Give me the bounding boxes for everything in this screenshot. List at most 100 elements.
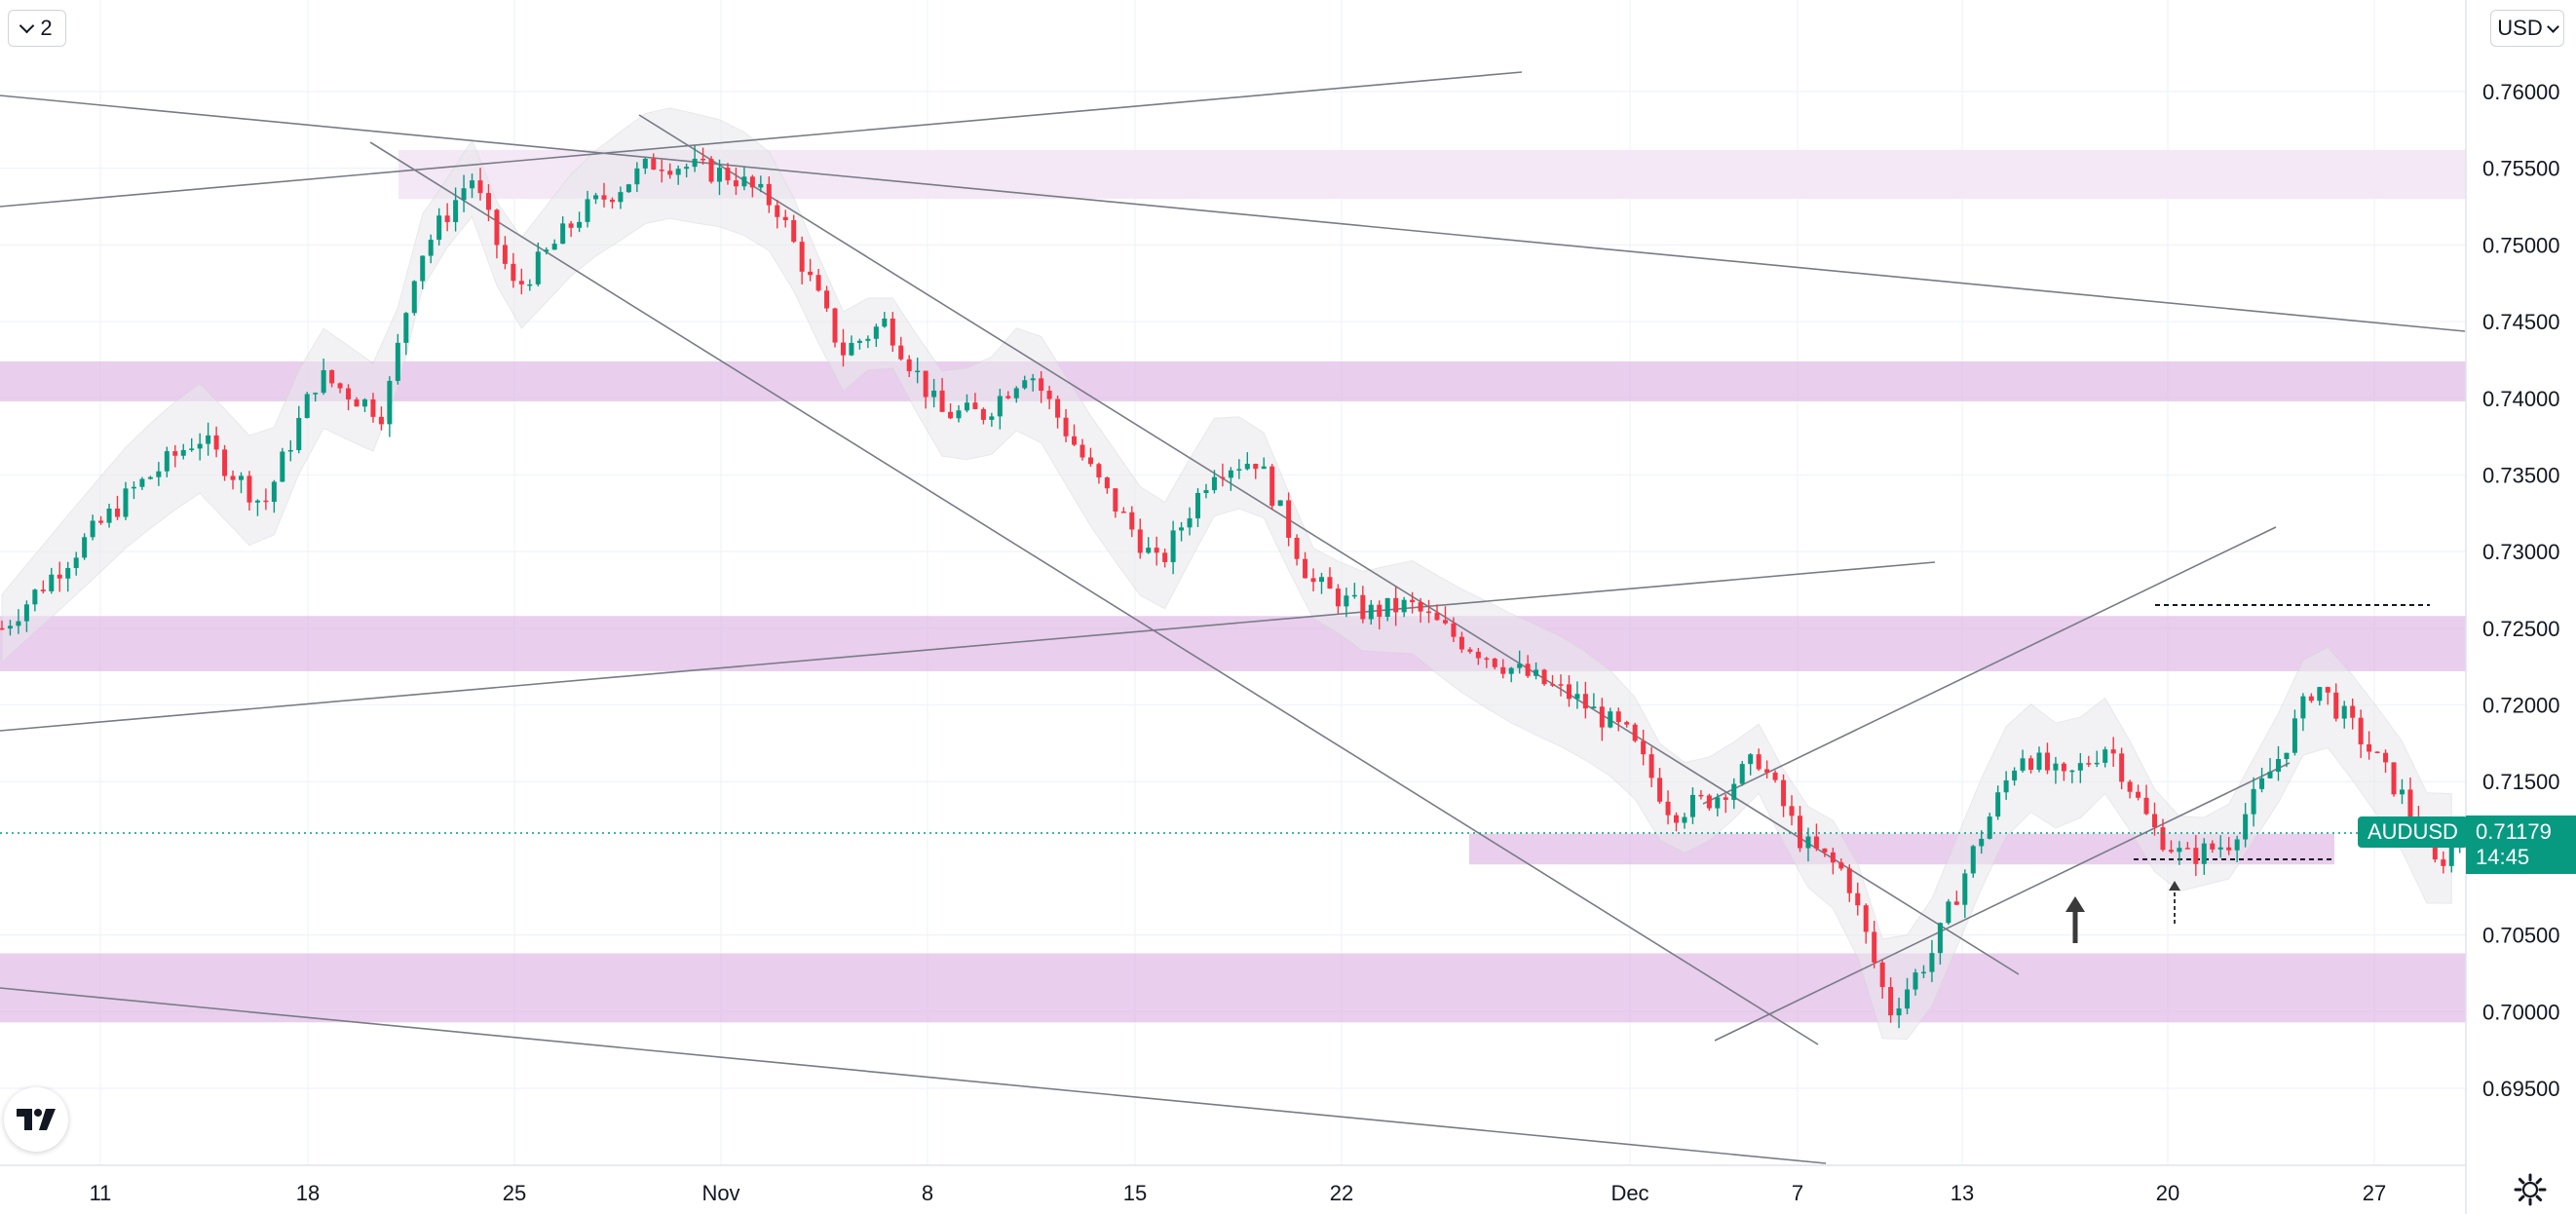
- time-axis[interactable]: 11 18 25 Nov 8 15 22 Dec 7 13 20 27: [0, 1164, 2466, 1205]
- candle: [1426, 599, 1432, 624]
- candle: [1913, 968, 1918, 996]
- candle: [1863, 903, 1869, 944]
- candle: [2350, 698, 2356, 730]
- candle: [997, 388, 1003, 430]
- trendline[interactable]: [1702, 526, 2277, 805]
- candle: [1905, 977, 1911, 1015]
- candle: [1039, 371, 1044, 403]
- candle: [354, 397, 360, 407]
- x-tick-label: 13: [1951, 1181, 1974, 1205]
- candle: [1030, 373, 1036, 392]
- trendline[interactable]: [638, 114, 2020, 975]
- price-axis[interactable]: 0.76000 0.75500 0.75000 0.74500 0.74000 0.735…: [2465, 0, 2560, 1214]
- candle: [57, 561, 62, 592]
- candle: [2003, 771, 2009, 800]
- candle: [2160, 818, 2166, 853]
- x-tick-label: 18: [296, 1181, 320, 1205]
- candle: [1203, 483, 1209, 499]
- candle: [411, 280, 417, 316]
- candle: [1467, 647, 1473, 655]
- candle: [948, 403, 954, 420]
- trendline[interactable]: [0, 561, 1936, 732]
- candle: [2317, 686, 2323, 706]
- price-zone[interactable]: [0, 360, 2466, 401]
- trendline[interactable]: [0, 95, 2466, 332]
- candle: [2036, 746, 2042, 773]
- candle: [1162, 549, 1168, 568]
- candle: [2028, 755, 2034, 774]
- candle: [585, 190, 590, 228]
- candle: [1558, 674, 1564, 697]
- price-zone[interactable]: [0, 616, 2466, 671]
- candle: [568, 220, 574, 238]
- candle: [1748, 753, 1754, 776]
- x-tick-labels: 11 18 25 Nov 8 15 22 Dec 7 13 20 27: [90, 1181, 2387, 1205]
- candle: [1574, 681, 1580, 709]
- candle: [1418, 597, 1423, 624]
- candle: [1442, 606, 1448, 626]
- candle: [1434, 604, 1440, 621]
- candle: [675, 165, 681, 185]
- candle: [485, 184, 491, 222]
- candle: [725, 163, 731, 185]
- candle: [701, 147, 706, 165]
- symbol-label: AUDUSD: [2358, 816, 2468, 848]
- trendline[interactable]: [0, 71, 1523, 208]
- candle: [197, 433, 203, 461]
- candle: [271, 479, 277, 513]
- candle: [906, 355, 912, 378]
- candle: [956, 404, 962, 423]
- candle: [2308, 693, 2314, 703]
- candle: [1715, 793, 1721, 816]
- trendline[interactable]: [1714, 762, 2291, 1042]
- candle: [1674, 812, 1680, 832]
- price-zone[interactable]: [0, 953, 2466, 1023]
- candles: [0, 145, 2471, 1029]
- candle: [1344, 588, 1349, 618]
- candle: [2358, 709, 2364, 759]
- candle: [1013, 386, 1019, 403]
- candle: [2210, 840, 2216, 854]
- candle: [477, 168, 483, 201]
- candle: [1327, 567, 1333, 589]
- candle: [420, 255, 426, 290]
- trendline[interactable]: [0, 987, 1827, 1164]
- candle: [2226, 837, 2232, 855]
- candle: [1368, 599, 1374, 625]
- candle: [1822, 848, 1828, 857]
- candle: [1096, 462, 1102, 484]
- tradingview-logo-icon[interactable]: [4, 1087, 68, 1152]
- candle: [1550, 674, 1556, 688]
- candle: [2275, 745, 2281, 781]
- candle: [1269, 464, 1275, 511]
- candle: [1838, 858, 1844, 871]
- x-tick-label: 22: [1330, 1181, 1353, 1205]
- currency-selector[interactable]: USD: [2490, 10, 2564, 47]
- object-tree-toggle-button[interactable]: 2: [8, 10, 66, 47]
- candle: [1534, 662, 1539, 680]
- candle: [1401, 596, 1407, 618]
- up-arrow-icon[interactable]: [2065, 896, 2085, 943]
- candle: [931, 378, 937, 408]
- candle: [1624, 720, 1630, 728]
- candle: [502, 236, 508, 270]
- candle: [749, 174, 755, 198]
- annotations[interactable]: [2065, 881, 2180, 943]
- candle: [980, 407, 986, 425]
- candle: [189, 437, 195, 452]
- gear-icon[interactable]: [2514, 1173, 2547, 1206]
- trendlines[interactable]: [0, 71, 2466, 1164]
- candle: [659, 159, 664, 183]
- dashed-up-arrow-icon[interactable]: [2169, 881, 2180, 924]
- candle: [1351, 583, 1357, 599]
- candle: [1995, 785, 2001, 820]
- candle: [2044, 742, 2050, 775]
- candle: [65, 561, 71, 592]
- candle: [2341, 701, 2347, 729]
- candle: [1689, 787, 1695, 824]
- y-tick-labels: 0.76000 0.75500 0.75000 0.74500 0.74000 0.735…: [2482, 80, 2560, 1101]
- trendline[interactable]: [369, 141, 1819, 1045]
- candle: [1920, 965, 1926, 978]
